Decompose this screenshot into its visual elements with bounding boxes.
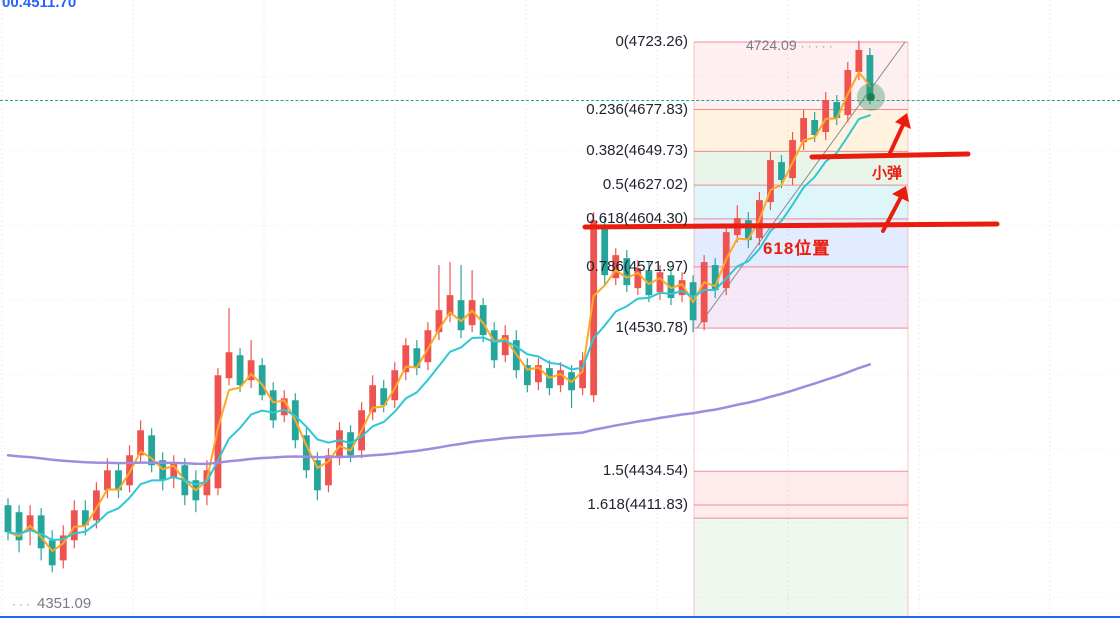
fib-level-label[interactable]: 1.5(4434.54): [602, 462, 688, 480]
fib-level-label[interactable]: 0.382(4649.73): [586, 142, 688, 160]
fib-level-label[interactable]: 0.786(4571.97): [586, 257, 688, 275]
fib-level-label[interactable]: 0(4723.26): [615, 33, 688, 50]
fib-level-label[interactable]: 0.618(4604.30): [586, 209, 688, 227]
fib-level-label[interactable]: 0.236(4677.83): [586, 100, 688, 118]
panel-separator-line: [0, 616, 1120, 618]
ohlc-readout-partial: 00.4511.70: [2, 0, 77, 11]
candlestick-series: [4, 40, 874, 573]
moving-average-lines: [6, 71, 872, 553]
leader-dots: ···: [12, 597, 33, 611]
leader-dots: ·····: [800, 39, 836, 53]
hand-drawn-annotations[interactable]: [582, 113, 1000, 233]
last-price-line: [0, 100, 1120, 102]
bounce-note: 小弹: [872, 165, 903, 182]
level-618-note: 618位置: [763, 239, 831, 258]
highest-price-label: 4724.09 ·····: [746, 37, 840, 53]
fib-level-label[interactable]: 0.5(4627.02): [602, 176, 688, 194]
lowest-price-value: 4351.09: [37, 595, 92, 612]
lowest-price-label: ··· 4351.09: [8, 595, 91, 612]
highlight-blob-dot: [867, 93, 875, 101]
fib-level-label[interactable]: 1(4530.78): [615, 319, 688, 337]
fib-level-label[interactable]: 1.618(4411.83): [587, 496, 688, 514]
highest-price-value: 4724.09: [746, 37, 797, 53]
